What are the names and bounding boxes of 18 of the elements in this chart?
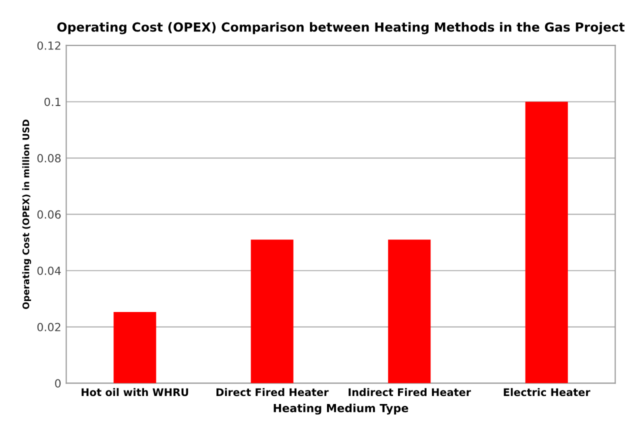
bar (250, 240, 294, 384)
x-tick-label: Indirect Fired Heater (348, 388, 471, 396)
x-tick-label: Hot oil with WHRU (82, 388, 188, 396)
x-tick-label: Electric Heater (504, 388, 590, 396)
x-tick-label: Direct Fired Heater (216, 388, 329, 396)
y-tick-label: 0.12 (37, 41, 60, 50)
y-tick-label: 0.04 (37, 266, 61, 276)
y-tick-label: 0 (55, 379, 61, 388)
bar (388, 240, 431, 384)
y-tick-label: 0.08 (37, 154, 61, 162)
y-axis-title: Operating Cost (OPEX) in million USD (22, 120, 32, 310)
x-axis-title: Heating Medium Type (274, 404, 408, 415)
y-tick-label: 0.1 (44, 98, 60, 106)
chart-title: Operating Cost (OPEX) Comparison between Heating Methods in the Gas Project (57, 22, 625, 34)
bar (525, 102, 568, 384)
bar (114, 312, 156, 384)
y-tick-label: 0.02 (37, 322, 60, 332)
y-tick-label: 0.06 (37, 210, 61, 219)
